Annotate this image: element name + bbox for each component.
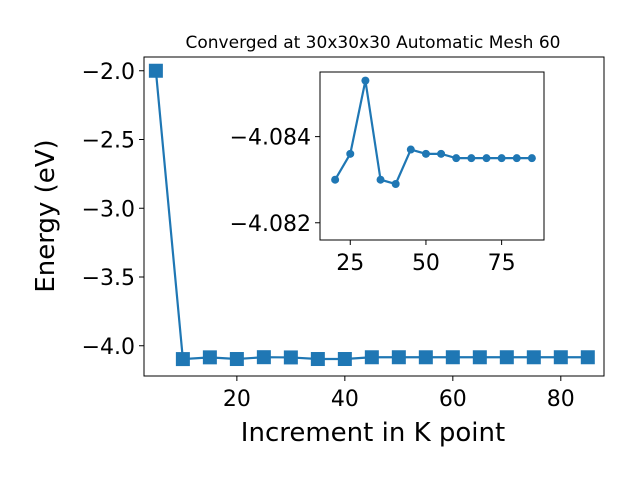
main-point — [526, 350, 541, 365]
inset-point — [452, 154, 461, 163]
inset-plot: 25 50 75 −4.084 −4.082 — [230, 71, 545, 276]
x-axis-label: Increment in K point — [241, 418, 505, 448]
inset-y-tick-label: −4.084 — [230, 126, 311, 151]
main-x-tick-label: 60 — [439, 387, 467, 412]
main-y-tick-label: −2.5 — [82, 129, 135, 154]
inset-point — [512, 154, 521, 163]
main-point — [256, 350, 271, 365]
main-y-tick-label: −4.0 — [82, 335, 135, 360]
main-point — [580, 350, 595, 365]
main-y-tick-label: −2.0 — [82, 60, 135, 85]
inset-point — [361, 76, 370, 85]
main-point — [337, 352, 352, 367]
inset-point — [467, 154, 476, 163]
inset-point — [376, 175, 385, 184]
inset-point — [346, 149, 355, 158]
inset-point — [437, 149, 446, 158]
main-point — [418, 350, 433, 365]
inset-point — [421, 149, 430, 158]
main-y-tick-label: −3.0 — [82, 197, 135, 222]
main-point — [310, 352, 325, 367]
main-x-tick-label: 80 — [547, 387, 575, 412]
main-point — [391, 350, 406, 365]
y-axis-label: Energy (eV) — [31, 139, 61, 292]
main-point — [445, 350, 460, 365]
main-x-tick-label: 40 — [331, 387, 359, 412]
main-point — [364, 350, 379, 365]
main-x-tick-label: 20 — [223, 387, 251, 412]
main-y-tick-label: −3.5 — [82, 266, 135, 291]
inset-point — [406, 145, 415, 154]
inset-background — [320, 72, 544, 240]
main-point — [499, 350, 514, 365]
main-point — [202, 350, 217, 365]
main-point — [148, 63, 163, 78]
main-point — [229, 352, 244, 367]
inset-point — [497, 154, 506, 163]
inset-point — [482, 154, 491, 163]
inset-x-tick-label: 25 — [336, 251, 364, 276]
main-point — [283, 350, 298, 365]
inset-frame — [319, 71, 545, 241]
inset-point — [391, 180, 400, 188]
main-point — [472, 350, 487, 365]
chart-title: Converged at 30x30x30 Automatic Mesh 60 — [186, 33, 561, 53]
main-point — [553, 350, 568, 365]
inset-point — [527, 154, 536, 163]
inset-x-tick-label: 50 — [412, 251, 440, 276]
inset-x-tick-label: 75 — [488, 251, 516, 276]
main-point — [175, 352, 190, 367]
main-frame — [143, 56, 605, 377]
inset-point — [331, 175, 340, 184]
inset-y-tick-label: −4.082 — [230, 212, 311, 237]
main-plot: 20 40 60 80 −2.0 −2.5 −3.0 −3.5 −4.0 — [82, 56, 605, 412]
